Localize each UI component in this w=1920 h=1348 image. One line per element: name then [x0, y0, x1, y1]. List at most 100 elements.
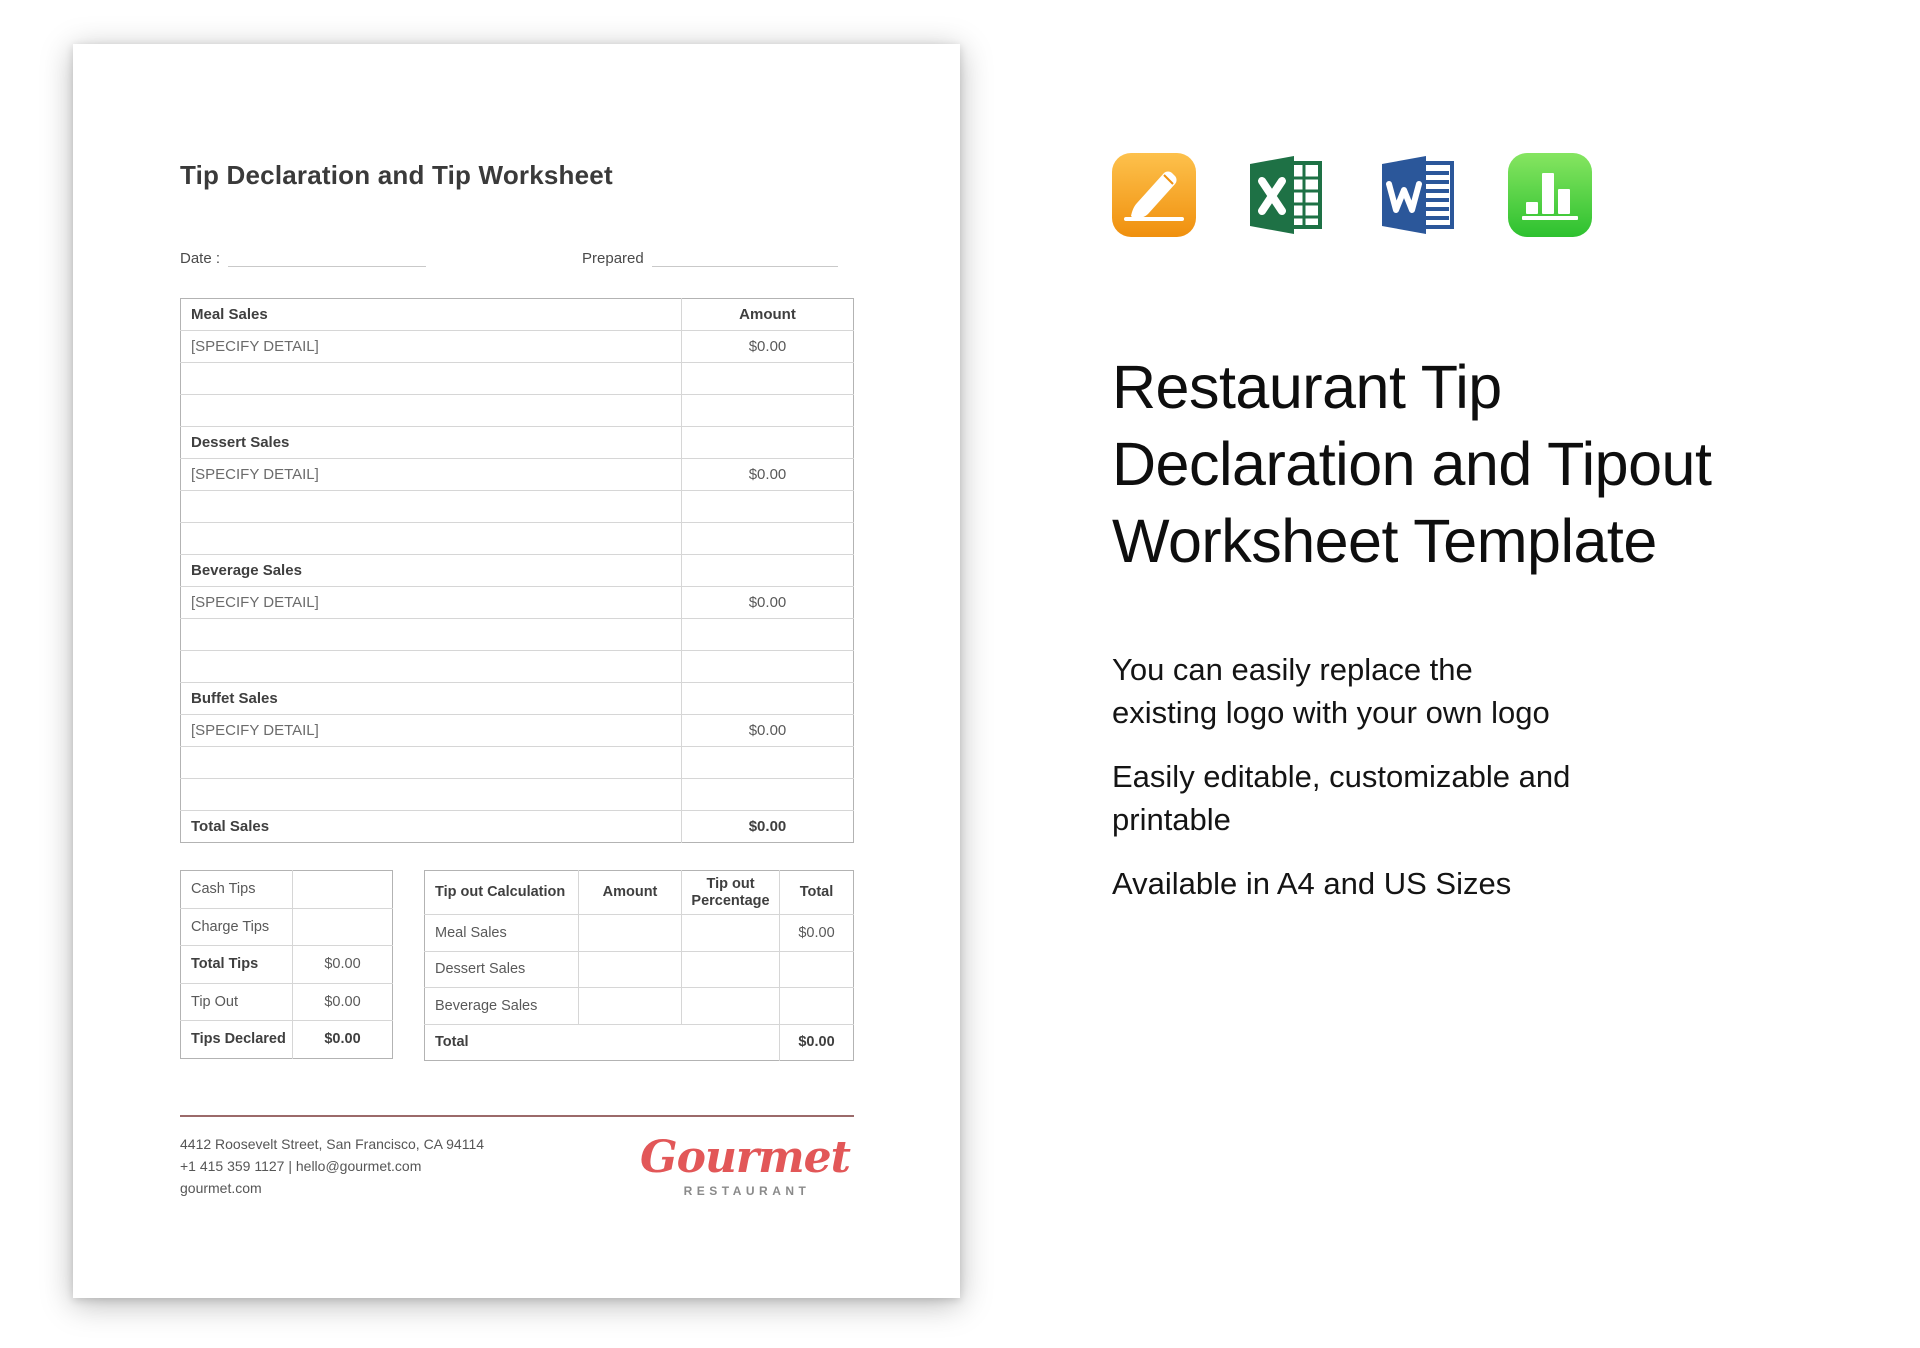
table-cell: $0.00 — [292, 1020, 393, 1058]
table-row: Total $0.00 — [424, 1023, 854, 1061]
table-row: Beverage Sales — [180, 554, 854, 587]
table-row: Meal Sales Amount — [181, 298, 854, 331]
pages-icon — [1112, 153, 1196, 237]
table-cell — [180, 490, 682, 523]
table-row: Charge Tips — [180, 907, 393, 946]
table-cell: Dessert Sales — [424, 950, 579, 988]
footer-divider — [180, 1115, 854, 1117]
table-cell — [180, 778, 682, 811]
document-preview: Tip Declaration and Tip Worksheet Date :… — [73, 44, 960, 1298]
feature-item: Available in A4 and US Sizes — [1112, 865, 1512, 901]
table-cell — [180, 394, 682, 427]
table-row — [180, 362, 854, 395]
table-cell — [681, 522, 854, 555]
document-title: Tip Declaration and Tip Worksheet — [180, 160, 613, 190]
table-cell — [681, 362, 854, 395]
table-cell — [681, 394, 854, 427]
table-cell — [681, 618, 854, 651]
table-cell — [180, 362, 682, 395]
table-cell: Total — [424, 1023, 780, 1061]
table-cell — [180, 618, 682, 651]
table-cell — [681, 650, 854, 683]
table-cell — [681, 746, 854, 779]
table-cell: Charge Tips — [180, 907, 293, 946]
table-row: Buffet Sales — [180, 682, 854, 715]
table-cell: Beverage Sales — [180, 554, 682, 587]
tipout-calculation-table: Tip out Calculation Amount Tip out Perce… — [424, 870, 854, 1061]
prepared-blank-line — [651, 251, 838, 267]
table-cell — [180, 746, 682, 779]
table-cell — [180, 522, 682, 555]
table-cell: [SPECIFY DETAIL] — [180, 586, 682, 619]
table-cell — [292, 870, 393, 908]
numbers-icon — [1508, 153, 1592, 237]
tips-summary-table: Cash Tips Charge Tips Total Tips $0.00 Tip O… — [180, 870, 393, 1059]
table-cell: [SPECIFY DETAIL] — [180, 330, 682, 363]
table-cell: Meal Sales — [191, 306, 268, 323]
table-cell: Total Tips — [180, 945, 293, 983]
table-row: [SPECIFY DETAIL] $0.00 — [180, 714, 854, 747]
table-cell — [681, 914, 780, 951]
table-row — [180, 490, 854, 523]
table-cell: Total Sales — [180, 810, 682, 843]
table-cell: Amount — [681, 298, 854, 331]
table-row: Dessert Sales — [180, 426, 854, 459]
table-cell: Buffet Sales — [180, 682, 682, 715]
excel-icon — [1250, 156, 1322, 234]
table-row — [180, 394, 854, 427]
word-icon — [1382, 156, 1454, 234]
table-cell: $0.00 — [681, 586, 854, 619]
table-cell: $0.00 — [681, 714, 854, 747]
table-row — [180, 618, 854, 651]
table-cell: $0.00 — [681, 330, 854, 363]
prepared-label: Prepared — [582, 250, 644, 267]
table-cell — [681, 426, 854, 459]
table-cell — [779, 950, 854, 988]
date-prepared-row: Date : Prepared — [180, 247, 854, 267]
table-row — [180, 746, 854, 779]
table-cell: Tips Declared — [180, 1020, 293, 1058]
table-cell — [681, 950, 780, 988]
bottom-tables: Cash Tips Charge Tips Total Tips $0.00 Tip O… — [180, 870, 854, 1061]
contact-line: +1 415 359 1127 | hello@gourmet.com — [180, 1158, 422, 1174]
tipout-table-body: Meal Sales $0.00 Dessert Sales Beverage Sal… — [424, 914, 854, 1061]
address-block: 4412 Roosevelt Street, San Francisco, CA… — [180, 1133, 484, 1199]
table-row: Beverage Sales — [424, 987, 854, 1024]
table-cell — [681, 490, 854, 523]
feature-list: You can easily replace the existing logo… — [1112, 648, 1582, 905]
table-row — [180, 650, 854, 683]
table-row: Meal Sales $0.00 — [424, 914, 854, 951]
table-cell — [681, 778, 854, 811]
restaurant-logo: Gourmet RESTAURANT — [640, 1134, 854, 1199]
table-row: Total Tips $0.00 — [180, 945, 393, 983]
table-row — [180, 522, 854, 555]
table-cell: $0.00 — [681, 810, 854, 843]
table-cell: Dessert Sales — [180, 426, 682, 459]
table-cell: [SPECIFY DETAIL] — [180, 714, 682, 747]
table-cell — [180, 650, 682, 683]
table-cell — [578, 914, 682, 951]
file-format-icons — [1112, 153, 1860, 237]
table-cell — [681, 554, 854, 587]
table-row: Cash Tips — [181, 870, 393, 908]
table-row: Dessert Sales — [424, 950, 854, 988]
column-header: Amount — [578, 870, 682, 915]
table-cell — [681, 987, 780, 1024]
table-header-row: Tip out Calculation Amount Tip out Perce… — [425, 870, 854, 915]
sales-table: Meal Sales Amount [SPECIFY DETAIL] $0.00 Des… — [180, 298, 854, 843]
table-row: Total Sales $0.00 — [180, 810, 854, 843]
table-cell — [292, 907, 393, 946]
promo-panel: Restaurant Tip Declaration and Tipout Wo… — [1112, 153, 1860, 926]
table-row: Tips Declared $0.00 — [180, 1020, 393, 1058]
website-line: gourmet.com — [180, 1180, 262, 1196]
table-cell: $0.00 — [292, 945, 393, 983]
table-row: [SPECIFY DETAIL] $0.00 — [180, 330, 854, 363]
logo-subtitle: RESTAURANT — [683, 1184, 811, 1199]
feature-item: Easily editable, customizable and printa… — [1112, 758, 1571, 837]
table-cell: [SPECIFY DETAIL] — [180, 458, 682, 491]
table-cell: $0.00 — [779, 914, 854, 951]
table-cell — [578, 987, 682, 1024]
column-header: Tip out Calculation — [435, 884, 566, 901]
template-heading: Restaurant Tip Declaration and Tipout Wo… — [1112, 353, 1712, 575]
table-cell: $0.00 — [681, 458, 854, 491]
